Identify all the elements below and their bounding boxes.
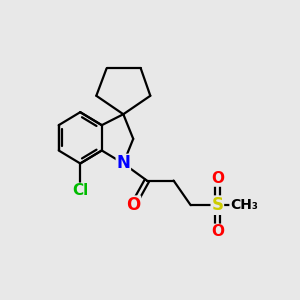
Text: O: O — [126, 196, 140, 214]
Text: O: O — [211, 171, 224, 186]
Text: S: S — [211, 196, 223, 214]
Text: Cl: Cl — [72, 183, 88, 198]
Text: O: O — [211, 224, 224, 239]
Text: N: N — [116, 154, 130, 172]
Text: CH₃: CH₃ — [230, 198, 258, 212]
